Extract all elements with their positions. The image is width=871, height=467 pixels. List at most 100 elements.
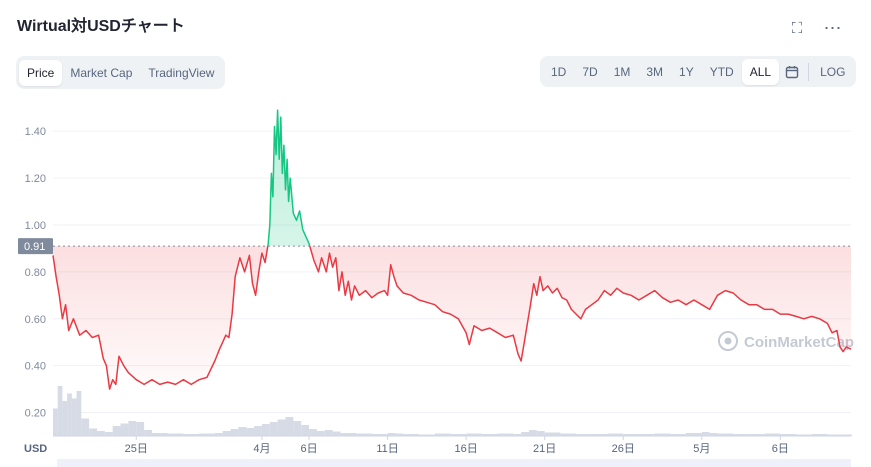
range-selector: 1D 7D 1M 3M 1Y YTD ALL LOG — [540, 56, 857, 87]
x-tick-label: 21日 — [533, 443, 556, 455]
volume-bar — [277, 419, 286, 436]
tab-market-cap[interactable]: Market Cap — [70, 65, 133, 80]
volume-bar — [285, 417, 294, 436]
x-tick-label: 4月 — [253, 443, 270, 455]
volume-bar — [536, 431, 545, 436]
volume-bar — [81, 418, 90, 436]
y-tick-label: 0.20 — [25, 408, 46, 420]
volume-bar — [497, 433, 514, 436]
price-area-below — [53, 246, 851, 390]
volume-bar — [112, 426, 121, 436]
volume-bar — [544, 432, 561, 436]
volume-bar — [811, 434, 828, 436]
range-separator — [808, 62, 810, 81]
range-all[interactable]: ALL — [741, 58, 780, 85]
volume-bar — [222, 431, 231, 436]
x-tick-label: 6日 — [772, 443, 789, 455]
volume-bar — [395, 433, 404, 436]
volume-bar — [144, 430, 152, 436]
volume-bar — [827, 434, 851, 436]
x-tick-label: 16日 — [455, 443, 478, 455]
tab-tradingview[interactable]: TradingView — [148, 65, 215, 80]
volume-bar — [796, 434, 812, 436]
svg-text:CoinMarketCap: CoinMarketCap — [744, 334, 854, 351]
y-tick-label: 0.80 — [25, 267, 46, 279]
volume-bar — [183, 434, 200, 436]
volume-bar — [316, 431, 325, 436]
volume-bar — [466, 433, 482, 436]
price-line-below — [52, 246, 852, 390]
x-tick-label: 11日 — [376, 443, 398, 455]
fullscreen-icon[interactable]: ⛶ — [791, 19, 803, 37]
volume-bar — [686, 433, 702, 436]
volume-bar — [764, 433, 781, 436]
watermark: CoinMarketCap — [718, 331, 854, 351]
volume-bar — [309, 429, 317, 436]
volume-bar — [53, 408, 58, 436]
y-tick-label: 1.00 — [25, 220, 46, 232]
volume-bar — [332, 431, 341, 436]
volume-bar — [387, 433, 396, 436]
volume-bar — [851, 434, 852, 436]
volume-bar — [151, 433, 168, 436]
volume-bar — [261, 424, 270, 436]
volume-bar — [167, 433, 184, 436]
volume-bar — [62, 401, 68, 436]
volume-bar — [371, 434, 388, 436]
range-1m[interactable]: 1M — [613, 64, 631, 79]
volume-bar — [57, 386, 63, 436]
y-tick-label: 0.60 — [25, 314, 46, 326]
volume-bar — [419, 434, 435, 436]
volume-bars — [53, 386, 852, 436]
volume-bar — [214, 433, 223, 436]
volume-bar — [748, 434, 765, 436]
volume-bar — [591, 434, 608, 436]
volume-bar — [76, 391, 82, 436]
volume-bar — [434, 433, 451, 436]
range-navigator[interactable] — [57, 459, 851, 467]
volume-bar — [450, 434, 467, 436]
tab-price[interactable]: Price — [19, 59, 63, 86]
volume-bar — [254, 426, 262, 436]
volume-bar — [481, 434, 498, 436]
volume-bar — [269, 422, 278, 436]
volume-bar — [560, 433, 577, 436]
volume-bar — [89, 428, 97, 436]
y-tick-label: 1.40 — [25, 126, 46, 138]
volume-bar — [717, 433, 734, 436]
volume-bar — [576, 434, 592, 436]
range-3m[interactable]: 3M — [646, 64, 664, 79]
volume-bar — [67, 393, 72, 436]
calendar-icon[interactable] — [779, 59, 805, 85]
y-axis: 0.20 0.40 0.60 0.80 1.00 1.20 1.40 — [25, 126, 46, 419]
volume-bar — [780, 434, 797, 436]
range-1y[interactable]: 1Y — [679, 64, 694, 79]
volume-bar — [733, 434, 749, 436]
x-tick-label: 26日 — [612, 443, 635, 455]
volume-bar — [709, 433, 718, 436]
volume-bar — [670, 434, 687, 436]
volume-bar — [104, 432, 113, 436]
volume-bar — [246, 428, 255, 436]
range-7d[interactable]: 7D — [582, 64, 598, 79]
volume-bar — [324, 430, 333, 436]
reference-price-badge: 0.91 — [18, 238, 53, 255]
volume-bar — [199, 433, 215, 436]
range-ytd[interactable]: YTD — [709, 64, 734, 79]
volume-bar — [701, 432, 710, 436]
volume-bar — [356, 433, 372, 436]
volume-bar — [238, 427, 247, 436]
volume-bar — [607, 433, 624, 436]
volume-bar — [623, 434, 639, 436]
x-tick-label: 6日 — [300, 443, 317, 455]
volume-bar — [293, 421, 302, 436]
more-icon[interactable]: ⋯ — [823, 17, 843, 38]
volume-bar — [403, 434, 420, 436]
volume-bar — [340, 433, 357, 436]
range-1d[interactable]: 1D — [551, 64, 567, 79]
x-tick-label: 5月 — [693, 443, 710, 455]
page-title: Wirtual対USDチャート — [17, 18, 185, 35]
log-toggle[interactable]: LOG — [820, 64, 846, 79]
x-tick-label: 25日 — [125, 443, 148, 455]
